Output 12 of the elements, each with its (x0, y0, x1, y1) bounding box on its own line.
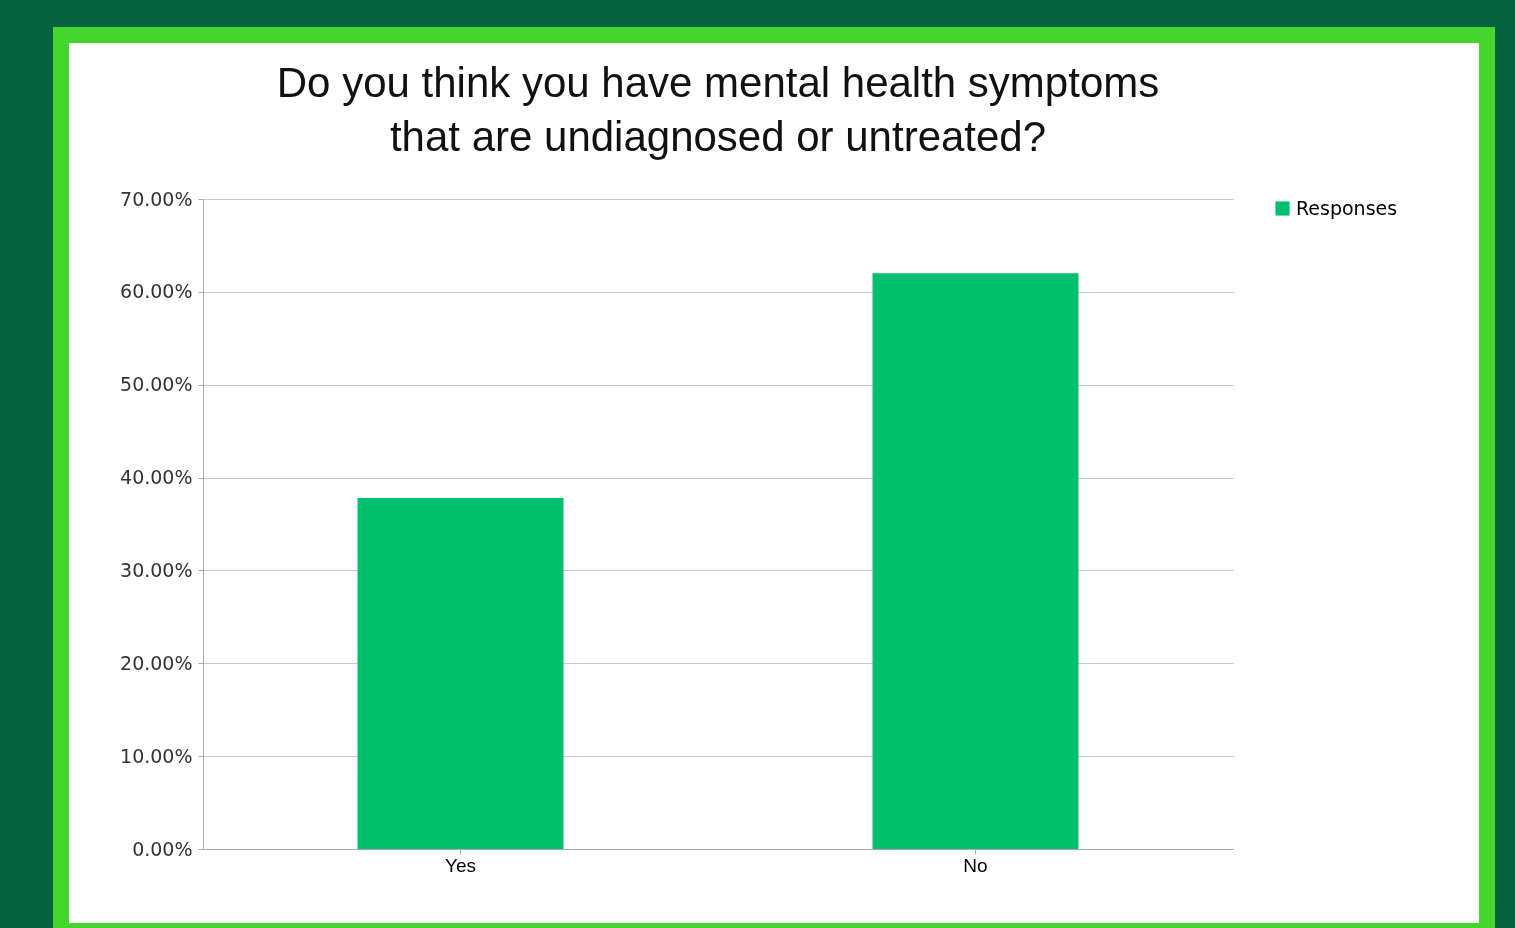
y-tick-label: 50.00% (120, 373, 193, 396)
y-tick-label: 10.00% (120, 744, 193, 767)
x-tick-label: No (963, 854, 988, 876)
y-tick-label: 40.00% (120, 466, 193, 489)
y-tick-label: 30.00% (120, 558, 193, 581)
y-tick-label: 60.00% (120, 280, 193, 303)
x-tick-label: Yes (445, 854, 476, 876)
y-tick-label: 70.00% (120, 187, 193, 210)
chart-title: Do you think you have mental health symptoms that are undiagnosed or untreated? (276, 59, 1160, 160)
legend-label: Responses (1296, 196, 1398, 219)
y-tick-label: 0.00% (132, 837, 193, 860)
y-tick-label: 20.00% (120, 651, 193, 674)
